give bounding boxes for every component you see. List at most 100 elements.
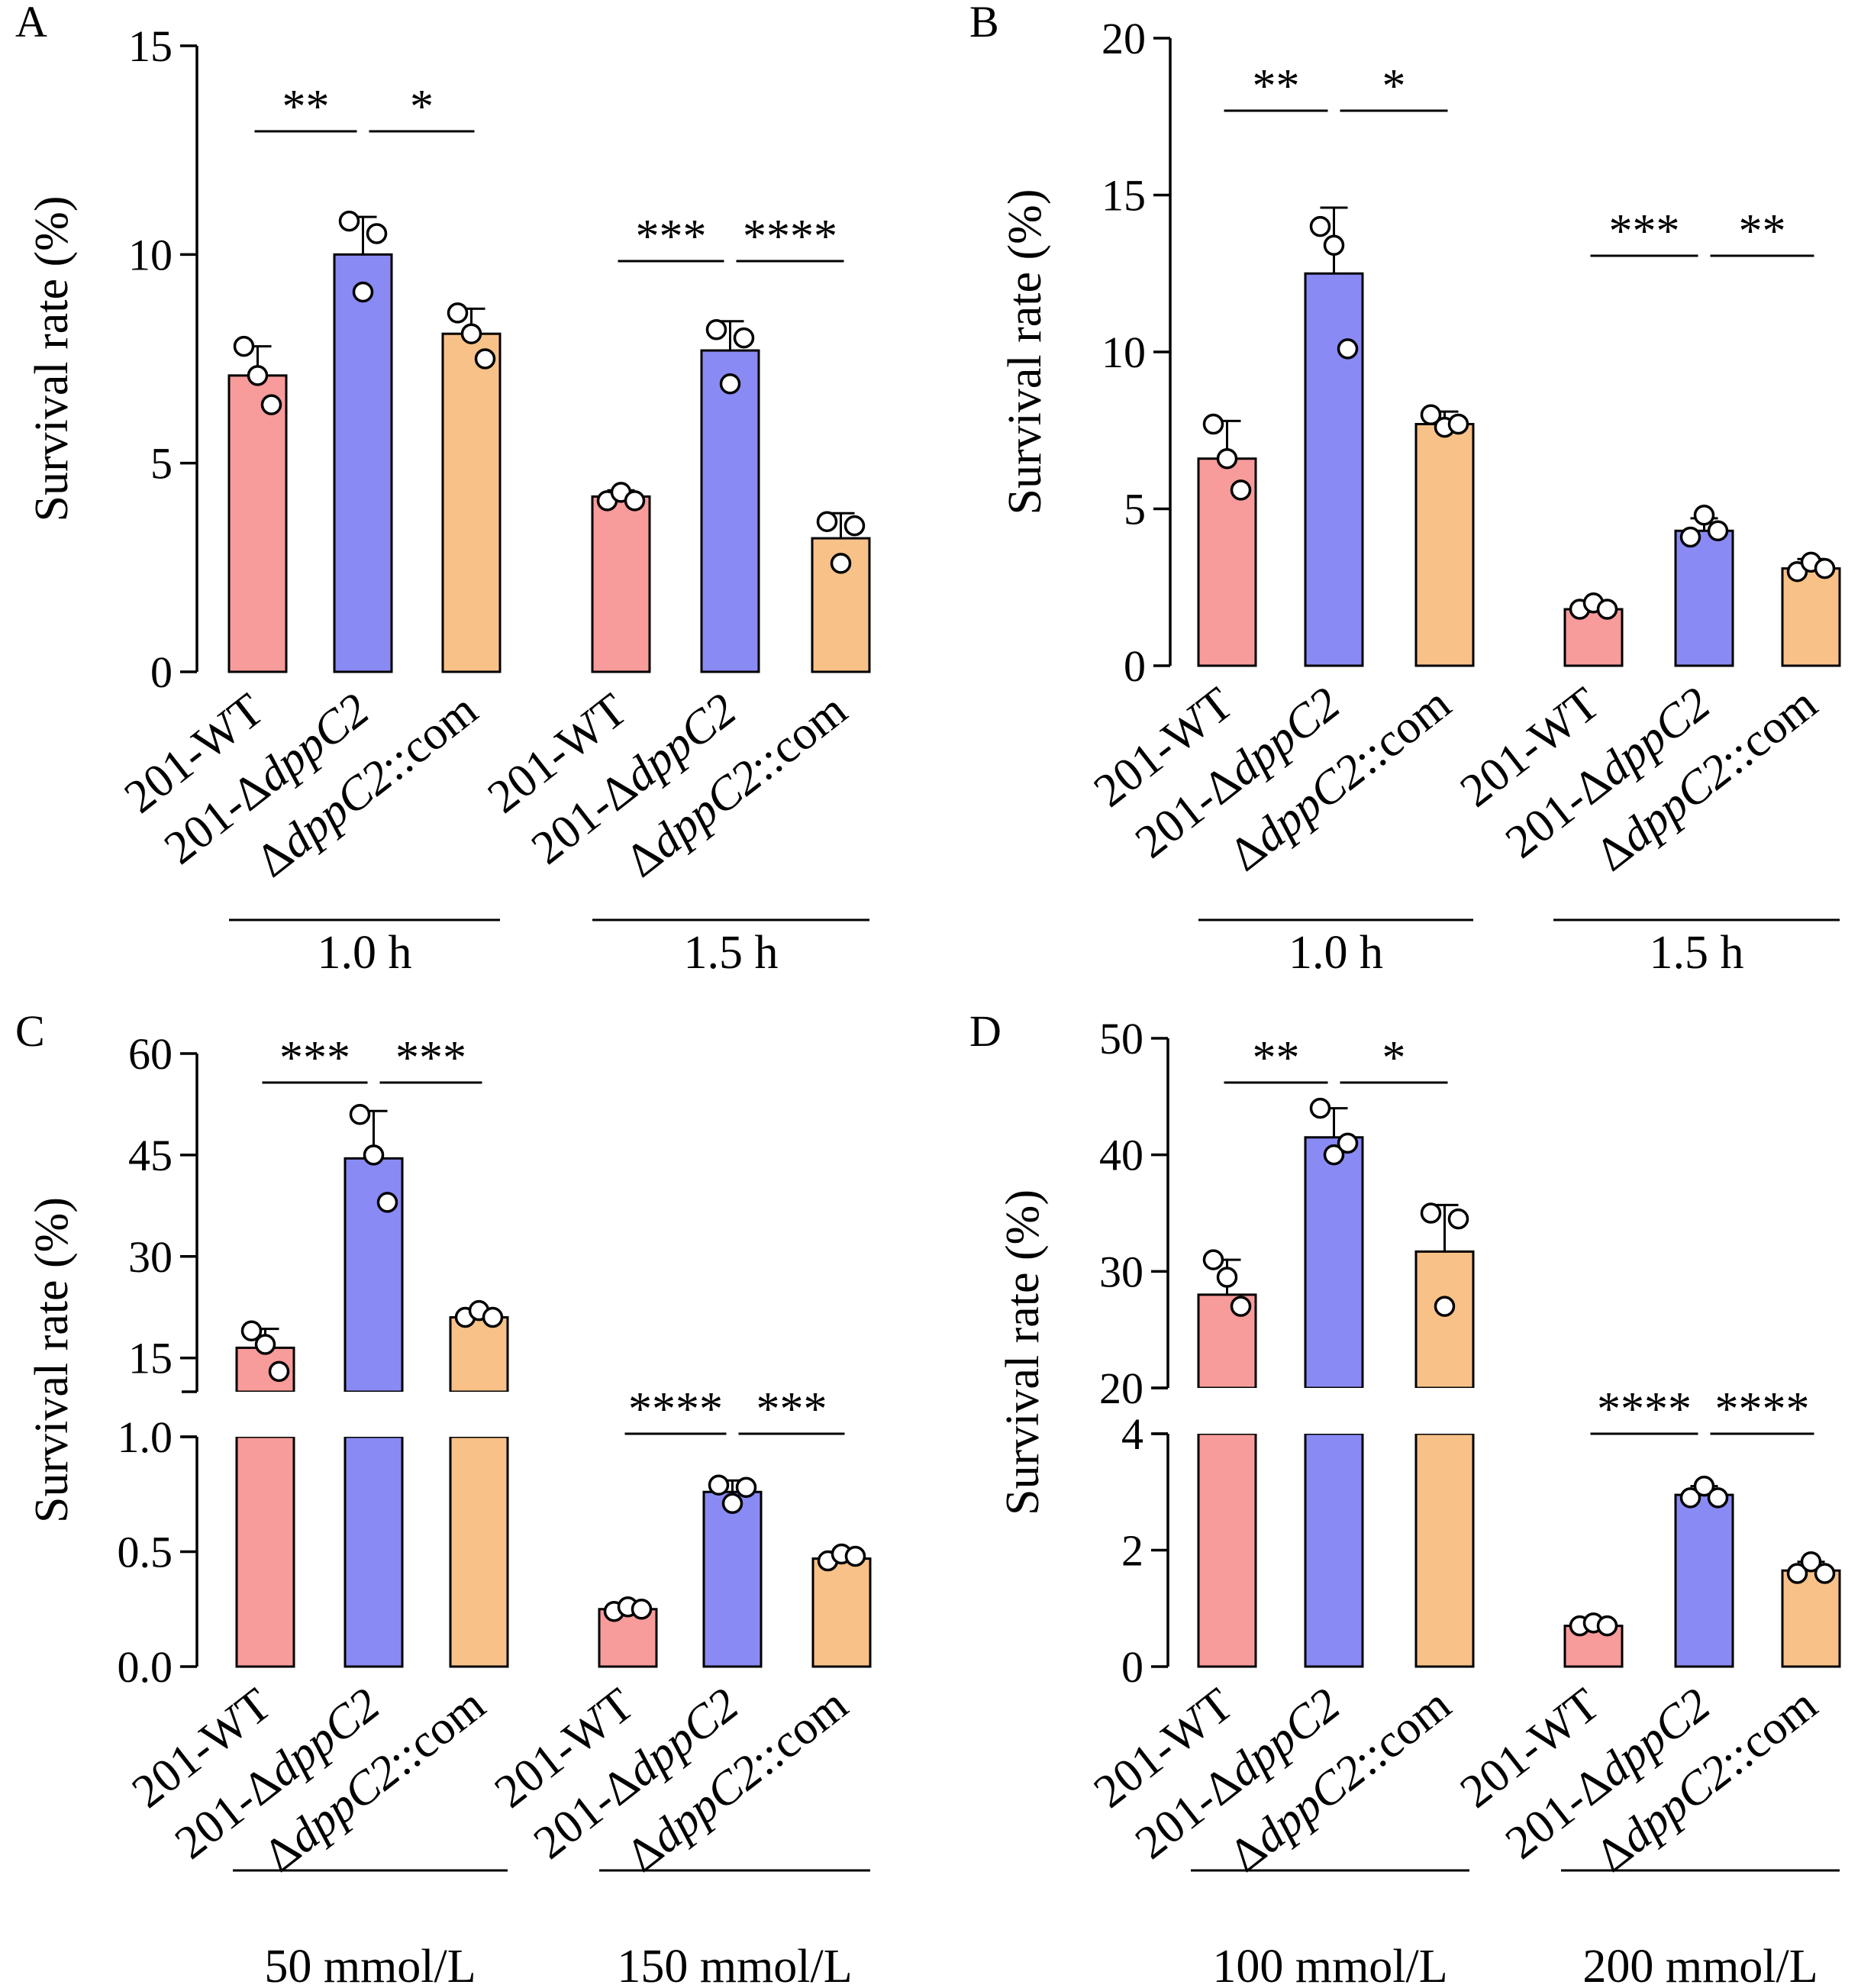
y-tick-label: 30: [128, 1232, 173, 1282]
y-tick-label: 2: [1121, 1526, 1143, 1576]
significance-label: ****: [628, 1383, 723, 1435]
bar: [1674, 529, 1734, 667]
data-point: [247, 365, 269, 386]
panel-letter: D: [969, 1006, 1002, 1056]
y-tick-label: 20: [1101, 14, 1146, 63]
data-point: [1596, 1615, 1618, 1637]
bar: [1414, 1250, 1475, 1389]
data-point: [260, 394, 282, 415]
data-point: [843, 515, 866, 537]
bar: [1304, 1136, 1364, 1389]
data-point: [708, 1474, 730, 1496]
group-label: 50 mmol/L: [264, 1941, 476, 1988]
group-label: 1.5 h: [1650, 927, 1744, 979]
bar: [1414, 423, 1475, 667]
y-axis-label: Survival rate (%): [999, 189, 1051, 515]
bar: [811, 1557, 872, 1668]
y-tick-label: 4: [1121, 1409, 1143, 1459]
bar: [235, 1435, 295, 1668]
y-tick-label: 20: [1099, 1364, 1143, 1413]
y-axis-label: Survival rate (%): [997, 1189, 1049, 1515]
data-point: [1679, 526, 1701, 548]
y-tick-label: 1.0: [118, 1412, 173, 1462]
data-point: [1786, 1563, 1808, 1584]
data-point: [830, 553, 852, 574]
group-label: 150 mmol/L: [617, 1941, 852, 1988]
data-point: [719, 373, 741, 395]
y-tick-label: 5: [1124, 485, 1146, 534]
bar: [700, 349, 760, 673]
data-point: [624, 490, 646, 512]
bar: [333, 253, 393, 673]
bar: [1781, 1569, 1841, 1668]
significance-label: ***: [395, 1032, 466, 1084]
data-point: [1800, 1551, 1822, 1573]
axis-break-gap: [342, 1392, 405, 1437]
y-tick-label: 5: [150, 439, 173, 489]
data-point: [1323, 1144, 1345, 1166]
data-point: [1230, 479, 1252, 501]
data-point: [1323, 234, 1345, 257]
significance-label: ***: [1609, 205, 1680, 257]
data-point: [1216, 447, 1238, 470]
data-point: [1337, 1132, 1359, 1154]
y-tick-label: 60: [128, 1029, 173, 1079]
group-label: 1.0 h: [1289, 927, 1383, 979]
significance-label: ***: [756, 1383, 827, 1435]
y-tick-label: 10: [128, 230, 173, 279]
y-tick-label: 10: [1101, 328, 1146, 377]
significance-label: ****: [1715, 1383, 1810, 1435]
data-point: [1693, 1475, 1715, 1497]
data-point: [844, 1545, 866, 1567]
bar: [811, 537, 871, 673]
bar: [1781, 567, 1841, 667]
data-point: [366, 223, 388, 244]
bar: [1304, 1432, 1364, 1668]
significance-label: **: [1739, 205, 1786, 257]
data-point: [1434, 1296, 1456, 1317]
significance-label: *: [1382, 60, 1406, 112]
axis-break-gap: [1195, 1388, 1259, 1434]
y-tick-label: 0.5: [118, 1528, 173, 1577]
bar: [227, 374, 288, 673]
y-tick-label: 0: [150, 647, 173, 697]
y-tick-label: 15: [1101, 171, 1146, 221]
group-label: 100 mmol/L: [1212, 1941, 1447, 1988]
data-point: [1216, 1267, 1238, 1288]
data-point: [1420, 404, 1442, 425]
significance-label: **: [1253, 60, 1300, 112]
significance-label: **: [1253, 1032, 1300, 1084]
data-point: [482, 1306, 504, 1328]
bar: [1304, 272, 1364, 667]
bar: [1674, 1493, 1734, 1668]
panel-letter: C: [15, 1006, 45, 1056]
data-point: [240, 1320, 263, 1342]
data-point: [1420, 1202, 1442, 1224]
data-point: [1679, 1487, 1701, 1509]
data-point: [816, 511, 838, 532]
panel-letter: B: [969, 0, 999, 47]
bar: [1414, 1432, 1475, 1668]
data-point: [1337, 338, 1359, 360]
data-point: [1707, 520, 1729, 542]
data-point: [631, 1599, 653, 1620]
y-tick-label: 0.0: [118, 1642, 173, 1692]
y-tick-label: 45: [128, 1131, 173, 1180]
bar: [344, 1435, 404, 1668]
bar: [441, 332, 502, 673]
y-tick-label: 30: [1099, 1247, 1143, 1296]
group-label: 1.0 h: [318, 927, 412, 979]
significance-label: ****: [1597, 1383, 1692, 1435]
significance-label: ***: [636, 211, 707, 263]
data-point: [254, 1334, 276, 1355]
data-point: [733, 327, 755, 349]
data-point: [721, 1493, 743, 1515]
axis-break-gap: [234, 1392, 297, 1437]
bar: [591, 495, 651, 673]
data-point: [1202, 413, 1224, 435]
significance-label: **: [282, 81, 330, 133]
axis-break-gap: [1413, 1388, 1476, 1434]
